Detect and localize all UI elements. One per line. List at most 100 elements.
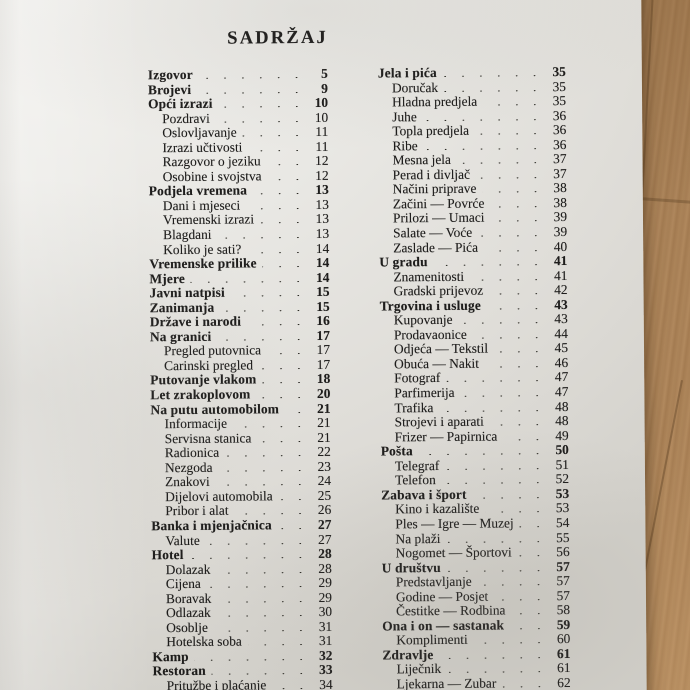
toc-entry[interactable]: Trgovina i usluge43 <box>380 297 568 313</box>
toc-entry[interactable]: Jela i pića35 <box>378 64 566 80</box>
toc-entry[interactable]: Ples — Igre — Muzej54 <box>381 515 569 531</box>
toc-entry[interactable]: Osoblje31 <box>152 619 332 635</box>
toc-entry[interactable]: Na granici17 <box>150 328 330 344</box>
toc-entry[interactable]: Ona i on — sastanak59 <box>382 617 570 633</box>
toc-entry[interactable]: Na plaži55 <box>381 529 569 545</box>
toc-entry[interactable]: Pritužbe i plaćanje 34 <box>153 677 333 690</box>
toc-entry[interactable]: Dani i mjeseci13 <box>149 197 329 213</box>
toc-entry[interactable]: Odlazak30 <box>152 604 332 620</box>
toc-entry[interactable]: Komplimenti60 <box>382 631 570 647</box>
toc-entry[interactable]: Javni natpisi15 <box>150 284 330 300</box>
toc-entry[interactable]: Osobine i svojstva12 <box>149 168 329 184</box>
toc-entry[interactable]: Izrazi učtivosti11 <box>148 139 328 155</box>
toc-entry[interactable]: Let zrakoplovom20 <box>150 386 330 402</box>
toc-entry[interactable]: Juhe36 <box>378 108 566 124</box>
toc-entry[interactable]: Razgovor o jeziku12 <box>148 153 328 169</box>
toc-entry[interactable]: Kino i kazalište53 <box>381 500 569 516</box>
toc-entry[interactable]: Pregled putovnica17 <box>150 342 330 358</box>
toc-dot-leader <box>267 164 305 165</box>
toc-entry-label: Pritužbe i plaćanje <box>166 677 267 690</box>
toc-entry[interactable]: Zanimanja15 <box>150 299 330 315</box>
toc-entry[interactable]: Začini — Povrće38 <box>379 195 567 211</box>
toc-entry[interactable]: Pošta50 <box>381 442 569 458</box>
toc-entry[interactable]: Fotograf47 <box>380 369 568 385</box>
toc-entry[interactable]: Parfimerija47 <box>380 384 568 400</box>
toc-entry[interactable]: Brojevi9 <box>148 80 328 96</box>
toc-entry[interactable]: Frizer — Papirnica49 <box>381 428 569 444</box>
toc-entry[interactable]: U gradu41 <box>379 253 567 269</box>
toc-entry-page-number: 62 <box>557 674 571 690</box>
toc-entry[interactable]: Znamenitosti41 <box>379 268 567 284</box>
toc-entry[interactable]: Hladna predjela35 <box>378 93 566 109</box>
toc-dot-leader <box>478 584 546 586</box>
toc-dot-leader <box>444 90 542 92</box>
toc-entry[interactable]: Dijelovi automobila25 <box>151 488 331 504</box>
desk-wood-grain-seam <box>641 0 654 200</box>
toc-entry[interactable]: Informacije21 <box>151 415 331 431</box>
toc-entry[interactable]: Radionica22 <box>151 444 331 460</box>
toc-entry[interactable]: Strojevi i aparati48 <box>381 413 569 429</box>
toc-entry[interactable]: Topla predjela36 <box>378 122 566 138</box>
toc-entry[interactable]: Prodavaonice44 <box>380 326 568 342</box>
toc-entry[interactable]: Kamp32 <box>152 648 332 664</box>
toc-entry[interactable]: Telegraf51 <box>381 457 569 473</box>
toc-entry[interactable]: Cijena29 <box>152 575 332 591</box>
toc-entry[interactable]: Nogomet — Športovi56 <box>382 544 570 560</box>
toc-entry[interactable]: Koliko je sati?14 <box>149 240 329 256</box>
toc-entry[interactable]: Hotelska soba31 <box>152 633 332 649</box>
toc-entry[interactable]: Putovanje vlakom18 <box>150 371 330 387</box>
toc-entry[interactable]: Podjela vremena13 <box>149 182 329 198</box>
toc-entry[interactable]: Restoran33 <box>152 662 332 678</box>
toc-dot-leader <box>447 570 546 572</box>
toc-entry[interactable]: Salate — Voće39 <box>379 224 567 240</box>
toc-entry[interactable]: Godine — Posjet57 <box>382 588 570 604</box>
page-title: SADRŽAJ <box>227 27 329 49</box>
toc-entry[interactable]: Obuća — Nakit46 <box>380 355 568 371</box>
toc-entry[interactable]: Načini priprave38 <box>379 180 567 196</box>
toc-entry[interactable]: U društvu57 <box>382 559 570 575</box>
toc-entry[interactable]: Mesna jela37 <box>378 151 566 167</box>
toc-entry[interactable]: Predstavljanje57 <box>382 573 570 589</box>
toc-entry[interactable]: Pribor i alat26 <box>151 502 331 518</box>
toc-entry[interactable]: Zaslade — Pića40 <box>379 239 567 255</box>
toc-entry[interactable]: Banka i mjenjačnica27 <box>151 517 331 533</box>
toc-entry[interactable]: Dolazak28 <box>152 560 332 576</box>
toc-entry[interactable]: Doručak35 <box>378 79 566 95</box>
toc-entry[interactable]: Čestitke — Rodbina58 <box>382 602 570 618</box>
toc-entry[interactable]: Pozdravi10 <box>148 109 328 125</box>
toc-dot-leader <box>494 352 544 353</box>
toc-entry[interactable]: Mjere14 <box>149 270 329 286</box>
toc-dot-leader <box>220 310 305 312</box>
toc-entry[interactable]: Izgovor5 <box>148 66 328 82</box>
toc-entry[interactable]: Znakovi24 <box>151 473 331 489</box>
toc-entry[interactable]: Vremenski izrazi13 <box>149 211 329 227</box>
toc-entry[interactable]: Zdravlje61 <box>382 646 570 662</box>
toc-dot-leader <box>484 250 543 251</box>
toc-dot-leader <box>470 279 543 281</box>
toc-dot-leader <box>243 135 305 136</box>
toc-entry[interactable]: Odjeća — Tekstil45 <box>380 340 568 356</box>
toc-entry[interactable]: Hotel28 <box>152 546 332 562</box>
toc-entry[interactable]: Valute27 <box>151 531 331 547</box>
toc-entry[interactable]: Telefon52 <box>381 471 569 487</box>
toc-entry[interactable]: Trafika48 <box>380 399 568 415</box>
toc-entry[interactable]: Prilozi — Umaci39 <box>379 209 567 225</box>
toc-entry[interactable]: Oslovljavanje11 <box>148 124 328 140</box>
toc-entry[interactable]: Ljekarna — Zubar 62 <box>383 675 571 690</box>
toc-entry[interactable]: Gradski prijevoz42 <box>380 282 568 298</box>
toc-entry[interactable]: Kupovanje43 <box>380 311 568 327</box>
toc-entry[interactable]: Nezgoda23 <box>151 459 331 475</box>
toc-entry[interactable]: Države i narodi16 <box>150 313 330 329</box>
toc-entry[interactable]: Opći izrazi10 <box>148 95 328 111</box>
toc-entry[interactable]: Boravak29 <box>152 590 332 606</box>
toc-entry[interactable]: Perad i divljač37 <box>379 166 567 182</box>
toc-entry[interactable]: Vremenske prilike14 <box>149 255 329 271</box>
toc-entry[interactable]: Zabava i šport53 <box>381 486 569 502</box>
toc-entry[interactable]: Liječnik61 <box>382 660 570 676</box>
toc-entry[interactable]: Ribe36 <box>378 137 566 153</box>
toc-entry[interactable]: Blagdani13 <box>149 226 329 242</box>
toc-entry[interactable]: Na putu automobilom21 <box>150 400 330 416</box>
toc-dot-leader <box>510 628 546 629</box>
toc-entry[interactable]: Carinski pregled17 <box>150 357 330 373</box>
toc-entry[interactable]: Servisna stanica21 <box>151 430 331 446</box>
